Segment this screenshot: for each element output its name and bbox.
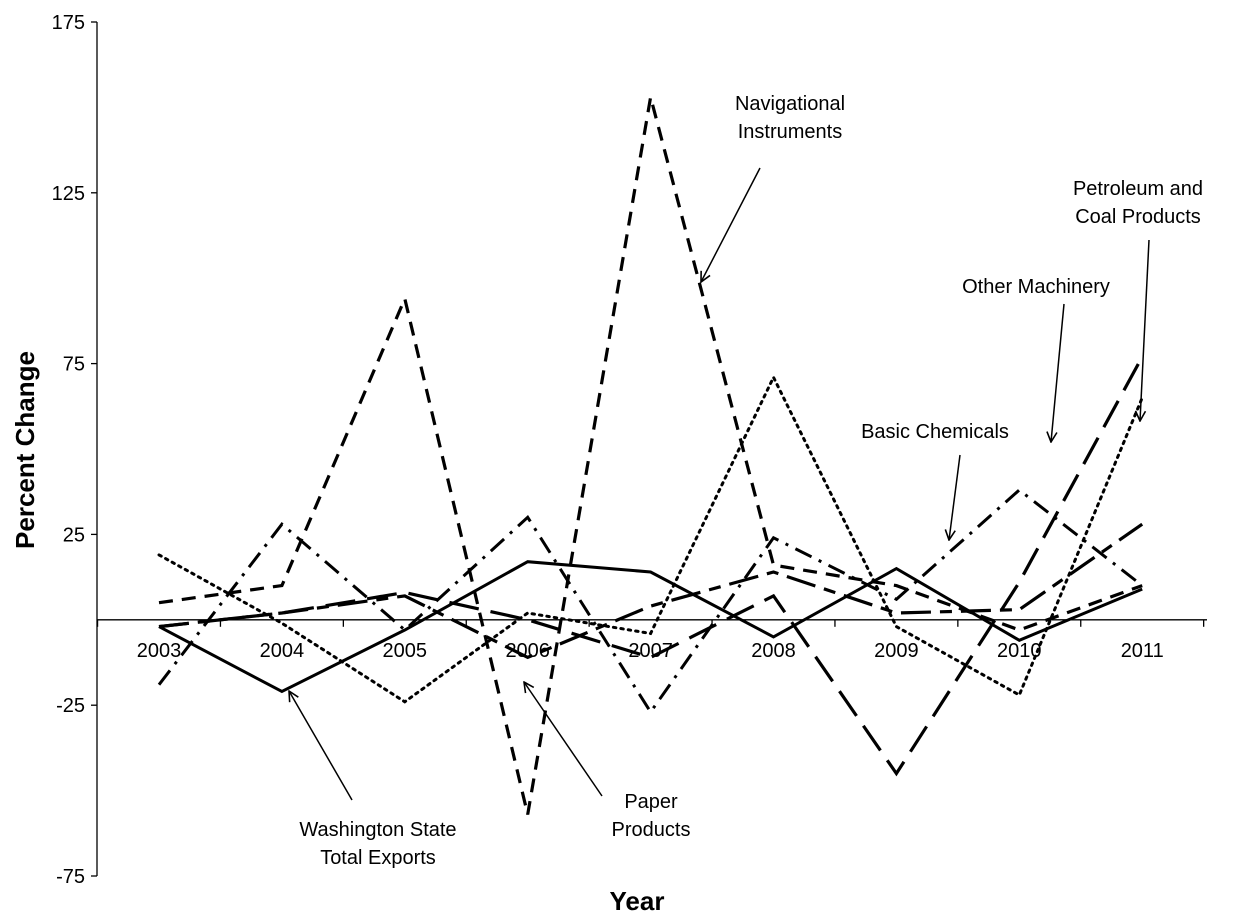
annotation-line: Instruments [738, 121, 842, 143]
annotation-line: Paper [624, 791, 678, 813]
annotation-line: Total Exports [320, 847, 436, 869]
annotation-line: Petroleum and [1073, 178, 1203, 200]
y-tick-label: -75 [56, 866, 85, 888]
x-tick-label: 2004 [260, 640, 305, 662]
series-line-washington-state-total-exports [158, 560, 1143, 694]
annotation-other-machinery: Other Machinery [962, 276, 1110, 298]
annotation-paper-products: Paper Products [612, 791, 691, 841]
y-tick-label: 175 [52, 12, 85, 34]
annotation-line: Coal Products [1075, 206, 1201, 228]
series-line-petroleum-and-coal-products [157, 373, 1144, 704]
x-tick-label: 2005 [383, 640, 428, 662]
x-tick-label: 2003 [137, 640, 182, 662]
series-line-paper-products [158, 522, 1144, 660]
x-axis-title: Year [610, 886, 665, 916]
series-line-other-machinery [158, 356, 1144, 777]
x-tick-label: 2010 [997, 640, 1042, 662]
annotation-line: Washington State [299, 819, 456, 841]
annotation-petroleum-and-coal-products: Petroleum and Coal Products [1073, 178, 1203, 228]
annotation-line: Products [612, 819, 691, 841]
y-tick-label: 25 [63, 524, 85, 546]
x-tick-label: 2006 [505, 640, 550, 662]
x-tick-label: 2009 [874, 640, 919, 662]
annotation-navigational-instruments: Navigational Instruments [735, 93, 845, 143]
y-tick-label: 125 [52, 183, 85, 205]
annotation-line: Navigational [735, 93, 845, 115]
annotation-arrow [1051, 303, 1065, 442]
annotation-arrow [289, 691, 353, 801]
annotation-arrow [949, 454, 961, 540]
y-tick-label: -25 [56, 695, 85, 717]
annotation-arrow [701, 167, 761, 282]
x-tick-label: 2008 [751, 640, 796, 662]
series-line-navigational-instruments [158, 96, 1143, 815]
x-tick-label: 2007 [628, 640, 673, 662]
y-tick-label: 75 [63, 354, 85, 376]
annotation-line: Basic Chemicals [861, 421, 1009, 443]
annotation-arrow [1140, 239, 1150, 421]
annotation-basic-chemicals: Basic Chemicals [861, 421, 1009, 443]
x-tick-label: 2011 [1121, 640, 1164, 662]
annotation-line: Other Machinery [962, 276, 1110, 298]
annotation-washington-state-total-exports: Washington State Total Exports [299, 819, 456, 869]
y-axis-title: Percent Change [10, 351, 40, 549]
series-line-basic-chemicals [157, 488, 1144, 715]
annotation-arrow [524, 682, 603, 797]
